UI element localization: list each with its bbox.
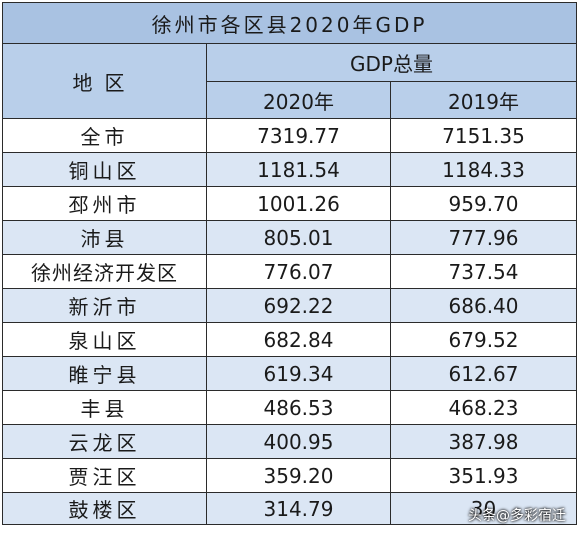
gdp-2020-cell: 1001.26	[206, 186, 391, 221]
gdp-total-header: GDP总量	[205, 43, 578, 82]
gdp-2019-cell: 351.93	[389, 458, 578, 493]
table-row: 新沂市 692.22 686.40	[2, 288, 578, 323]
gdp-2019-cell: 686.40	[389, 288, 578, 323]
region-cell: 邳州市	[2, 186, 207, 221]
gdp-2020-cell: 682.84	[206, 322, 391, 357]
region-cell: 全市	[2, 118, 207, 153]
gdp-2020-cell: 619.34	[206, 356, 391, 391]
region-cell: 贾汪区	[2, 458, 207, 493]
watermark: 头条@多彩宿迁	[466, 505, 566, 525]
gdp-2019-cell: 1184.33	[389, 152, 578, 187]
gdp-2020-cell: 805.01	[206, 220, 391, 255]
table-row: 泉山区 682.84 679.52	[2, 322, 578, 357]
region-cell: 铜山区	[2, 152, 207, 187]
region-header: 地区	[2, 43, 207, 119]
table-row: 全市 7319.77 7151.35	[2, 118, 578, 153]
gdp-2020-cell: 486.53	[206, 390, 391, 425]
gdp-2020-cell: 314.79	[206, 492, 391, 525]
region-cell: 徐州经济开发区	[2, 254, 207, 289]
region-cell: 泉山区	[2, 322, 207, 357]
table-row: 徐州经济开发区 776.07 737.54	[2, 254, 578, 289]
gdp-2019-cell: 387.98	[389, 424, 578, 459]
gdp-2019-cell: 468.23	[389, 390, 578, 425]
gdp-2019-cell: 959.70	[389, 186, 578, 221]
table-row: 睢宁县 619.34 612.67	[2, 356, 578, 391]
table-row: 云龙区 400.95 387.98	[2, 424, 578, 459]
gdp-2019-cell: 679.52	[389, 322, 578, 357]
table-row: 贾汪区 359.20 351.93	[2, 458, 578, 493]
region-cell: 云龙区	[2, 424, 207, 459]
gdp-2020-cell: 692.22	[206, 288, 391, 323]
gdp-2020-cell: 776.07	[206, 254, 391, 289]
header-row-2: 2020年 2019年	[3, 81, 578, 119]
gdp-table: 徐州市各区县2020年GDP 地区 GDP总量 2020年 2019年 全市 7…	[1, 2, 578, 525]
year-2019-header: 2019年	[389, 81, 578, 119]
region-cell: 沛县	[2, 220, 207, 255]
table-row: 沛县 805.01 777.96	[2, 220, 578, 255]
region-cell: 新沂市	[2, 288, 207, 323]
region-cell: 睢宁县	[2, 356, 207, 391]
gdp-2020-cell: 359.20	[206, 458, 391, 493]
table-row: 铜山区 1181.54 1184.33	[2, 152, 578, 187]
gdp-2020-cell: 7319.77	[206, 118, 391, 153]
table-row: 丰县 486.53 468.23	[2, 390, 578, 425]
gdp-2019-cell: 7151.35	[389, 118, 578, 153]
watermark-text: 头条@多彩宿迁	[468, 508, 566, 524]
gdp-2019-cell: 777.96	[389, 220, 578, 255]
gdp-2019-cell: 612.67	[389, 356, 578, 391]
gdp-2019-cell: 30	[389, 492, 578, 525]
header-row-1: 地区 GDP总量	[2, 43, 578, 119]
table-title: 徐州市各区县2020年GDP	[1, 2, 578, 44]
table-row: 邳州市 1001.26 959.70	[2, 186, 578, 221]
title-row: 徐州市各区县2020年GDP	[1, 2, 578, 44]
region-cell: 鼓楼区	[2, 492, 207, 525]
gdp-2020-cell: 1181.54	[206, 152, 391, 187]
table-row: 鼓楼区 314.79 30	[2, 492, 578, 525]
gdp-2019-cell: 737.54	[389, 254, 578, 289]
gdp-2020-cell: 400.95	[206, 424, 391, 459]
region-cell: 丰县	[2, 390, 207, 425]
year-2020-header: 2020年	[206, 81, 391, 119]
